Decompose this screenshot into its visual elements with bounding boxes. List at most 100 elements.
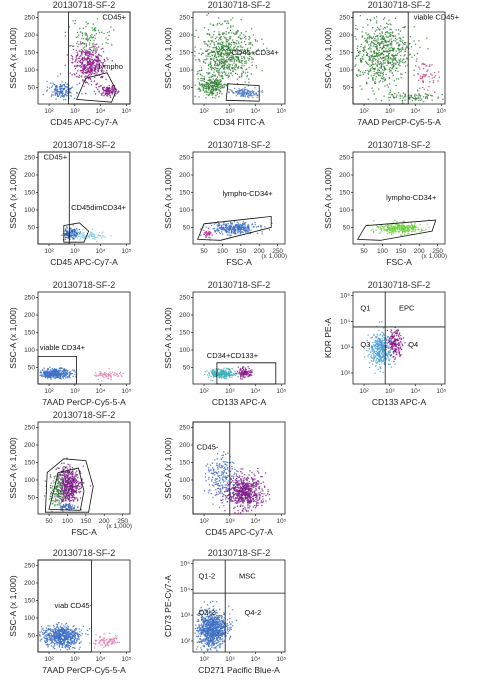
event-dot — [434, 71, 436, 74]
event-dot — [381, 53, 383, 55]
event-dot — [233, 43, 235, 45]
event-dot — [222, 45, 224, 47]
event-dot — [72, 481, 74, 483]
event-dot — [218, 17, 220, 19]
event-dot — [375, 361, 377, 363]
event-dot — [242, 226, 245, 228]
event-dot — [402, 344, 404, 347]
event-dot — [49, 371, 51, 373]
event-dot — [65, 234, 67, 236]
x-axis-label: CD45 APC-Cy7-A — [50, 117, 118, 127]
y-tick-label: 100 — [24, 67, 35, 74]
event-dot — [391, 231, 393, 233]
event-dot — [376, 41, 378, 43]
event-dot — [72, 48, 75, 51]
event-dot — [197, 78, 199, 80]
event-dot — [223, 222, 225, 224]
event-dot — [362, 49, 364, 52]
event-dot — [207, 68, 210, 70]
event-dot — [359, 50, 362, 52]
event-dot — [52, 370, 54, 372]
event-dot — [427, 69, 429, 71]
event-dot — [396, 38, 398, 40]
event-dot — [108, 87, 110, 89]
event-dot — [210, 75, 212, 78]
event-dot — [378, 321, 380, 323]
event-dot — [391, 334, 393, 336]
event-dot — [221, 47, 223, 50]
event-dot — [230, 225, 233, 227]
event-dot — [78, 43, 80, 45]
event-dot — [63, 88, 65, 90]
event-dot — [394, 35, 396, 37]
event-dot — [80, 49, 83, 51]
event-dot — [386, 354, 388, 357]
event-dot — [54, 90, 56, 92]
event-dot — [240, 232, 242, 234]
event-dot — [95, 86, 97, 89]
event-dot — [428, 219, 430, 221]
event-dot — [238, 61, 240, 63]
event-dot — [62, 232, 64, 235]
event-dot — [54, 92, 56, 94]
event-dot — [238, 88, 240, 90]
event-dot — [86, 71, 88, 73]
event-dot — [231, 64, 233, 66]
event-dot — [46, 377, 49, 379]
event-dot — [207, 53, 209, 55]
event-dot — [67, 231, 69, 233]
event-dot — [95, 71, 97, 73]
x-tick-label: 10⁴ — [96, 388, 106, 395]
event-dot — [382, 71, 384, 74]
event-dot — [88, 62, 90, 64]
event-dot — [404, 50, 406, 52]
event-dot — [88, 48, 90, 50]
event-dot — [251, 56, 253, 59]
event-dot — [65, 369, 67, 371]
event-dot — [228, 52, 231, 54]
event-dot — [400, 50, 402, 53]
event-dot — [374, 340, 377, 342]
event-dot — [47, 369, 49, 371]
event-dot — [98, 59, 100, 61]
event-dot — [383, 334, 386, 336]
event-dot — [84, 72, 87, 74]
event-dot — [103, 58, 105, 61]
event-dot — [374, 336, 377, 338]
event-dot — [247, 229, 249, 231]
event-dot — [394, 338, 396, 340]
event-dot — [66, 54, 68, 56]
event-dot — [81, 63, 83, 65]
event-dot — [238, 228, 240, 231]
event-dot — [221, 231, 223, 233]
event-dot — [114, 372, 116, 374]
event-dot — [397, 70, 399, 72]
event-dot — [54, 375, 56, 377]
event-dot — [247, 71, 249, 73]
event-dot — [208, 79, 210, 81]
event-dot — [382, 63, 384, 65]
event-dot — [60, 92, 62, 94]
event-dot — [87, 77, 89, 79]
event-dot — [50, 86, 53, 88]
event-dot — [364, 37, 366, 40]
event-dot — [366, 42, 369, 44]
event-dot — [60, 84, 62, 86]
event-dot — [355, 24, 357, 27]
event-dot — [368, 344, 370, 346]
event-dot — [360, 59, 362, 62]
event-dot — [96, 57, 98, 59]
event-dot — [199, 60, 201, 62]
event-dot — [78, 50, 80, 52]
event-dot — [210, 379, 212, 381]
event-dots — [42, 18, 120, 101]
event-dot — [228, 229, 230, 232]
event-dot — [203, 61, 205, 63]
event-dot — [389, 28, 391, 30]
event-dot — [428, 76, 430, 78]
event-dot — [387, 23, 389, 26]
event-dot — [80, 55, 82, 57]
y-tick-label: 100 — [179, 347, 190, 354]
